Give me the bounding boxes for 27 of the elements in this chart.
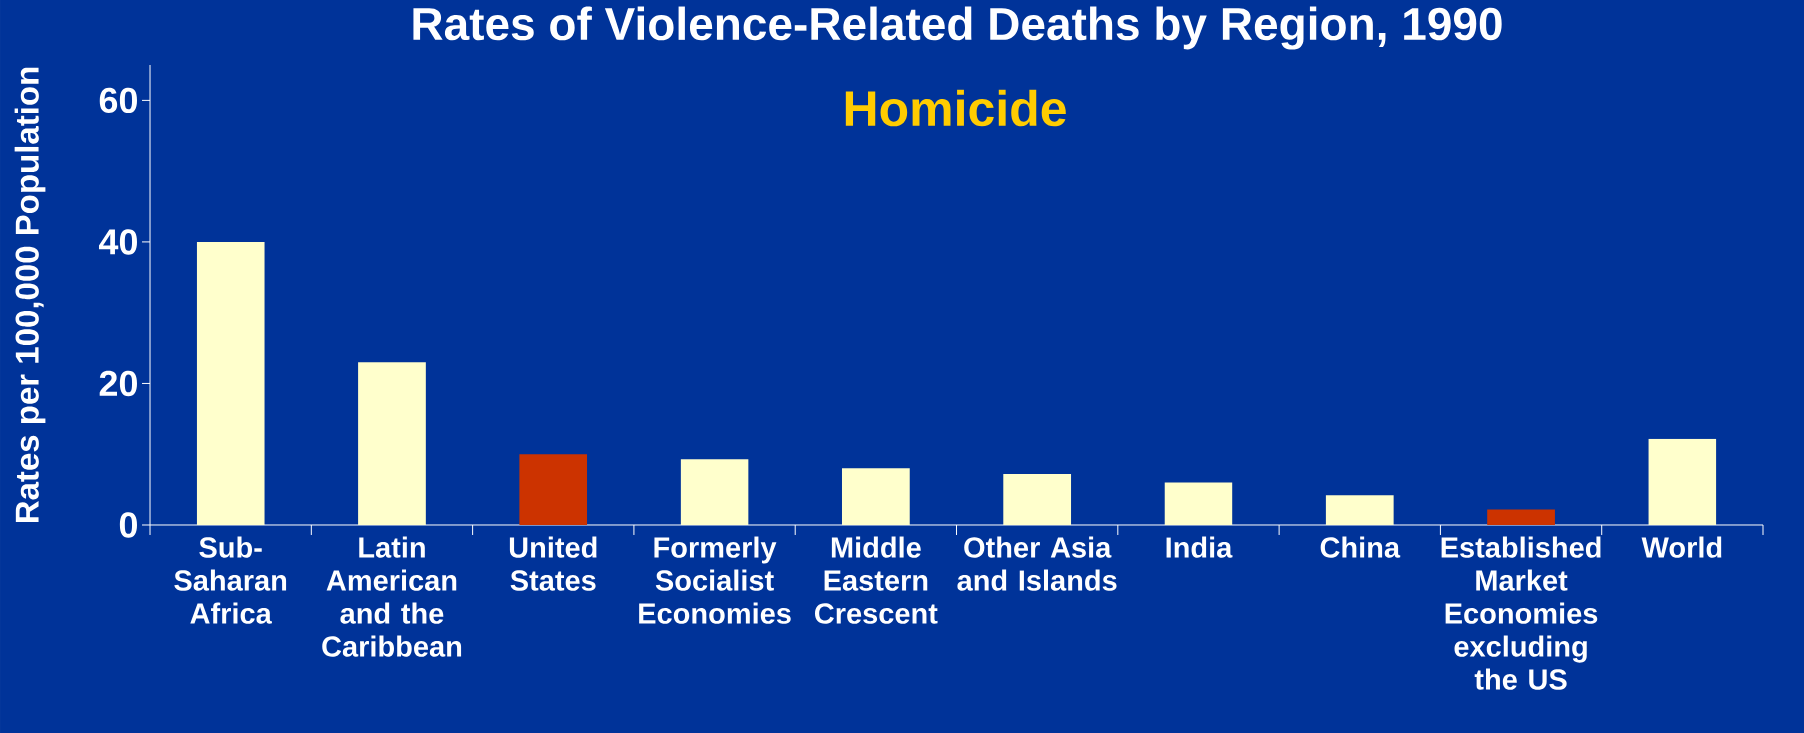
- y-axis-title: Rates per 100,000 Population: [14, 67, 46, 523]
- bar: [358, 362, 426, 525]
- bar: [1164, 482, 1233, 525]
- x-tick-label: Sub-Saharan Africa: [174, 536, 287, 624]
- x-tick-label: India: [1166, 536, 1233, 558]
- chart-subtitle: Homicide: [845, 89, 1066, 127]
- bar: [196, 241, 265, 525]
- bar: [519, 454, 588, 525]
- x-tick-label: China: [1320, 536, 1401, 558]
- y-tick-label: 0: [119, 512, 137, 538]
- x-tick-label: Formerly Socialist Economies: [639, 536, 791, 624]
- x-tick-label: Established Market Economies excluding the US: [1441, 536, 1601, 690]
- x-tick-label: Other Asia and Islands: [957, 536, 1117, 591]
- y-tick-label: 40: [98, 229, 137, 255]
- bar: [1648, 438, 1717, 525]
- bar: [1325, 495, 1394, 525]
- bar: [1003, 474, 1072, 525]
- bar: [841, 468, 910, 525]
- x-tick-label: World: [1641, 536, 1722, 558]
- x-tick-label: Latin American and the Caribbean: [322, 536, 462, 657]
- y-tick-label: 20: [99, 370, 137, 397]
- x-tick-label: Middle Eastern Crescent: [815, 536, 938, 624]
- x-tick-label: United States: [509, 536, 597, 591]
- y-tick-label: 60: [99, 87, 137, 114]
- chart-title: Rates of Violence-Related Deaths by Region, 1990: [413, 6, 1502, 50]
- bar: [1487, 509, 1555, 525]
- bar: [680, 459, 749, 525]
